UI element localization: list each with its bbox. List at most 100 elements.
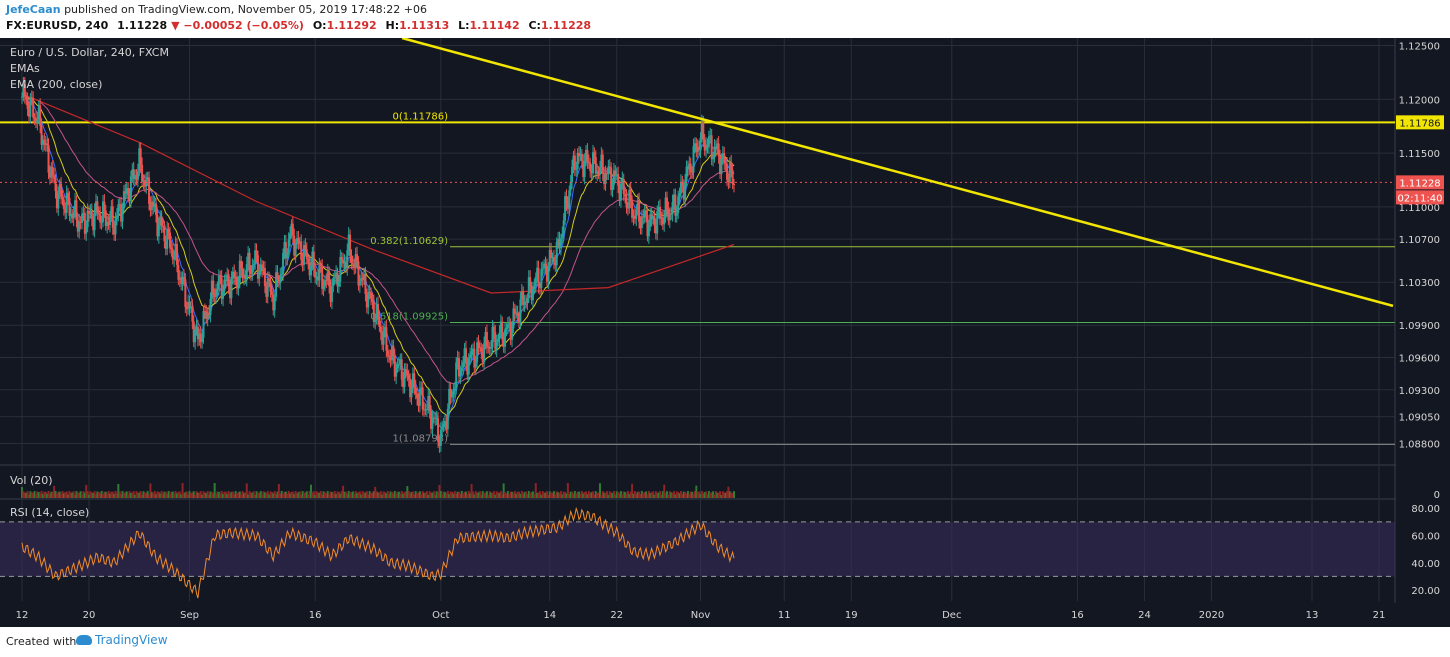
- volume-bar: [642, 493, 645, 498]
- volume-bar: [329, 491, 332, 498]
- candle-body: [94, 201, 97, 210]
- volume-bar: [385, 493, 388, 498]
- candle-body: [639, 221, 642, 229]
- candle-body: [660, 217, 663, 219]
- candle-body: [526, 297, 529, 303]
- volume-bar: [222, 493, 225, 498]
- volume-bar: [441, 494, 444, 498]
- volume-bar: [356, 493, 359, 498]
- candle-body: [452, 391, 455, 395]
- rsi-tick-label: 40.00: [1411, 559, 1440, 570]
- candle-body: [75, 200, 78, 221]
- publish-info: JefeCaan published on TradingView.com, N…: [6, 3, 427, 16]
- volume-bar: [566, 483, 569, 498]
- ohlc-summary: FX:EURUSD, 240 1.11228 ▼ −0.00052 (−0.05…: [6, 19, 591, 32]
- volume-bar: [55, 493, 58, 498]
- volume-bar: [127, 494, 130, 498]
- volume-bar: [296, 493, 299, 498]
- price-axis[interactable]: 1.12500 1.12000 1.11500 1.11000 1.10700 1.103…: [1396, 38, 1450, 603]
- candle-body: [684, 181, 687, 200]
- candle-body: [159, 216, 162, 225]
- volume-bar: [170, 491, 173, 498]
- candle-body: [47, 145, 50, 173]
- volume-bar: [406, 486, 409, 498]
- candle-body: [723, 153, 726, 164]
- candle-body: [88, 210, 91, 215]
- volume-bar: [156, 491, 159, 498]
- instrument-title: Euro / U.S. Dollar, 240, FXCM: [10, 46, 169, 59]
- candle-body: [213, 294, 216, 297]
- fib-retracement[interactable]: 0(1.11786) 0.382(1.10629) 0.618(1.09925) 1(…: [0, 111, 1395, 445]
- volume-bar: [279, 493, 282, 498]
- volume-bar: [252, 491, 255, 498]
- volume-label: Vol (20): [10, 474, 53, 487]
- volume-bar: [196, 492, 199, 498]
- volume-bar: [210, 492, 213, 498]
- candle-body: [304, 245, 307, 250]
- volume-bar: [534, 483, 537, 498]
- candle-body: [705, 144, 708, 151]
- volume-bar: [551, 492, 554, 498]
- candle-body: [437, 418, 440, 442]
- candle-body: [136, 171, 139, 180]
- candle-body: [645, 210, 648, 215]
- volume-bar: [668, 491, 671, 498]
- volume-bar: [99, 493, 102, 498]
- candle-body: [424, 409, 427, 411]
- volume-bar: [124, 492, 127, 498]
- volume-bar: [462, 493, 465, 498]
- volume-bar: [490, 492, 493, 498]
- volume-bar: [152, 493, 155, 498]
- volume-bar: [633, 491, 636, 498]
- close-label: C:: [528, 19, 541, 32]
- volume-bar: [526, 494, 529, 498]
- candle-body: [254, 250, 257, 265]
- candle-body: [714, 146, 717, 150]
- candle-body: [181, 276, 184, 285]
- chart-canvas[interactable]: 0(1.11786) 0.382(1.10629) 0.618(1.09925) 1(…: [0, 38, 1450, 627]
- candle-body: [695, 143, 698, 152]
- volume-bar: [262, 491, 265, 498]
- candle-body: [69, 214, 72, 216]
- candle-body: [679, 181, 682, 194]
- candle-body: [587, 161, 590, 163]
- price-badge-label: 1.11228: [1399, 178, 1440, 189]
- volume-bar: [709, 493, 712, 498]
- volume-bar: [428, 491, 431, 498]
- volume-bar: [635, 493, 638, 498]
- candle-body: [90, 210, 93, 219]
- volume-bar: [646, 494, 649, 498]
- open-label: O:: [312, 19, 327, 32]
- volume-bar: [175, 493, 178, 498]
- candle-body: [702, 122, 705, 140]
- trendline[interactable]: [401, 38, 1394, 308]
- volume-bar: [275, 494, 278, 498]
- candle-body: [145, 179, 148, 187]
- time-axis[interactable]: 12 20 Sep 16 Oct 14 22 Nov 11 19 Dec 16 24 2020 13 21: [0, 603, 1450, 627]
- candle-body: [209, 298, 212, 315]
- tradingview-logo[interactable]: TradingView: [76, 633, 168, 647]
- low-label: L:: [458, 19, 470, 32]
- candle-body: [533, 285, 536, 290]
- candle-body: [240, 260, 243, 269]
- volume-bar: [564, 492, 567, 498]
- volume-bar: [480, 494, 483, 498]
- volume-bar: [477, 492, 480, 498]
- candle-body: [548, 249, 551, 267]
- volume-bar: [537, 492, 540, 498]
- candle-body: [205, 311, 208, 319]
- candle-body: [467, 358, 470, 375]
- author-link[interactable]: JefeCaan: [6, 3, 61, 16]
- candle-body: [534, 276, 537, 286]
- volume-bar: [675, 491, 678, 498]
- close-value: 1.11228: [540, 19, 592, 32]
- candle-body: [262, 268, 265, 270]
- candle-body: [283, 242, 286, 253]
- candle-body: [721, 153, 724, 159]
- candle-body: [444, 421, 447, 424]
- volume-bar: [491, 492, 494, 498]
- price-tick-label: 1.11000: [1399, 203, 1440, 214]
- volume-bar: [189, 492, 192, 498]
- volume-bar: [273, 491, 276, 498]
- candle-body: [131, 169, 134, 177]
